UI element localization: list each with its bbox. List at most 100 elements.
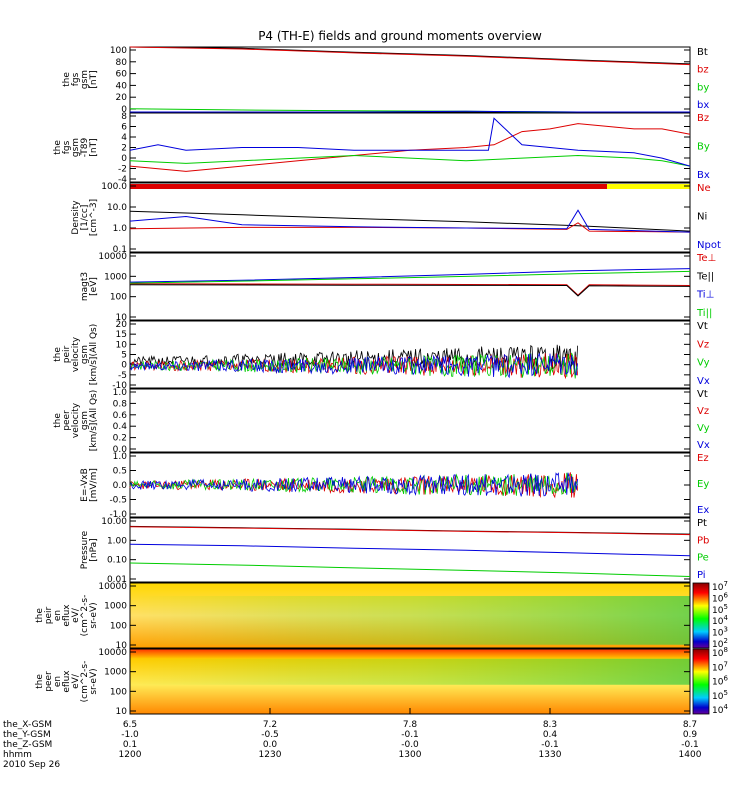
panel-frame-fgs (129, 46, 691, 113)
colorbar-label-base: 10 (712, 649, 724, 659)
y-tick-label: -2 (118, 165, 127, 175)
y-tick-label: 0.2 (113, 434, 127, 444)
y-axis-label-line: [km/s](All Qs) (89, 390, 99, 452)
x-axis-row-label: the_Z-GSM (3, 740, 52, 750)
x-tick-label: 1200 (119, 750, 142, 760)
y-axis-label-line: the (35, 608, 45, 623)
colorbar-label: 108 (712, 646, 728, 659)
series-line-temperature-0 (129, 283, 691, 296)
legend-entry: Vz (697, 339, 709, 350)
y-axis-label-line: gsm (80, 345, 90, 364)
y-axis-label-line: [nT] (89, 138, 99, 156)
y-tick-label: -10 (112, 381, 127, 391)
y-axis-label-pressure: Pressure [nPa] (80, 530, 99, 569)
colorbar-label: 107 (712, 660, 728, 673)
y-tick-label: -1.0 (109, 510, 127, 520)
x-tick-label: -0.0 (401, 740, 419, 750)
y-axis-label-line: [cm^-3] (89, 199, 99, 236)
panel-density: 100.0 10.0 1.0 0.1 Density [1/cc] [cm^-3] Ne Ni N… (71, 182, 721, 255)
x-tick-label: 7.8 (403, 720, 418, 730)
colorbar-peer_spec (692, 648, 710, 715)
colorbar-label: 104 (712, 614, 728, 627)
panel-efield: 1.0 0.5 0.0 -0.5 -1.0 E=-VxB [mV/m] Ez Ey Ex (80, 452, 709, 520)
x-tick-label: 8.7 (683, 720, 697, 730)
legend-entry: Te|| (696, 271, 714, 282)
y-tick-label: 1000 (104, 272, 127, 282)
series-line-fgs_t89-2 (129, 117, 691, 167)
y-axis-label-temperature: magt3 [eV] (80, 272, 99, 301)
legend-entry: Ez (697, 453, 709, 464)
y-axis-label-fgs_t89: the fgs gsm -T89 [nT] (53, 138, 99, 158)
y-tick-label: 20 (116, 320, 128, 330)
y-tick-label: -4 (118, 175, 127, 185)
legend-entry: Vy (697, 358, 710, 369)
legend-entry: Ti|| (696, 308, 712, 319)
panel-frame-fgs_t89 (129, 112, 691, 183)
panel-frame-efield (129, 452, 691, 518)
colorbar-label-base: 10 (712, 583, 724, 593)
colorbar-label-exp: 6 (723, 591, 728, 599)
series-line-efield-2 (129, 472, 578, 497)
x-axis-row-label: hhmm (3, 750, 32, 760)
legend-entry: Pb (697, 535, 709, 546)
legend-entry: Ti⊥ (696, 290, 714, 301)
y-tick-label: 1.0 (113, 224, 128, 234)
y-axis-label-line: (cm^2-s- (80, 661, 90, 703)
x-axis-row-label: the_X-GSM (3, 720, 52, 730)
colorbar-label-exp: 7 (723, 580, 727, 588)
legend-entry: by (697, 82, 709, 93)
y-axis-label-line: gsm (71, 138, 81, 157)
colorbar-label: 107 (712, 580, 728, 593)
legend-entry: Npot (697, 240, 721, 251)
panel-temperature: 10000 1000 100 10 magt3 [eV] Te⊥ Te|| Ti⊥ Ti|| (80, 252, 716, 323)
panel-frame-temperature (129, 252, 691, 321)
panel-frame-peer_velocity (129, 388, 691, 453)
y-axis-label-line: sr-eV) (89, 668, 99, 694)
colorbar-label: 106 (712, 675, 728, 688)
legend-entry: bz (697, 65, 709, 76)
y-tick-label: 100 (110, 687, 127, 697)
y-axis-label-line: the (53, 347, 63, 362)
y-axis-label-peer_velocity: the peer velocity gsm [km/s](All Qs) (53, 390, 99, 452)
y-tick-label: 1000 (104, 602, 127, 612)
y-tick-label: 1.0 (113, 452, 128, 462)
series-line-pressure-1 (129, 526, 691, 536)
colorbar-label: 102 (712, 637, 728, 650)
series-line-fgs-0 (129, 46, 691, 65)
spectrogram-band-peir_spec (130, 596, 690, 645)
series-line-peir_velocity-3 (129, 352, 578, 379)
colorbar-peir_spec (692, 582, 710, 649)
y-tick-label: 0.0 (113, 445, 128, 455)
x-tick-label: 8.3 (543, 720, 557, 730)
panel-frame-peir_spec (129, 582, 691, 649)
y-axis-label-line: velocity (71, 336, 81, 372)
legend-entry: Vt (697, 389, 708, 400)
legend-entry: bx (697, 100, 709, 111)
x-tick-label: 1330 (539, 750, 562, 760)
y-axis-label-line: fgs (62, 140, 72, 154)
y-axis-label-line: the (53, 140, 63, 155)
y-axis-label-line: eflux (62, 670, 72, 693)
y-axis-label-line: en (53, 610, 63, 621)
x-axis-row-label: the_Y-GSM (3, 730, 51, 740)
y-tick-label: 4 (121, 133, 127, 143)
colorbar-label-base: 10 (712, 640, 724, 650)
x-tick-label: 1300 (399, 750, 422, 760)
series-line-pressure-3 (129, 562, 691, 577)
colorbar-label: 103 (712, 626, 728, 639)
colorbar-label-base: 10 (712, 706, 724, 716)
y-axis-label-peir_velocity: the peir velocity gsm [km/s](All Qs) (53, 324, 99, 386)
y-tick-label: 80 (116, 58, 128, 68)
x-tick-label: 0.1 (123, 740, 137, 750)
y-tick-label: 10000 (98, 648, 127, 658)
colorbar-label-base: 10 (712, 606, 724, 616)
y-tick-label: 0.5 (113, 467, 127, 477)
y-tick-label: 0 (121, 154, 127, 164)
y-tick-label: 20 (116, 93, 128, 103)
y-axis-label-line: E=-VxB (80, 468, 90, 502)
colorbar-label: 105 (712, 689, 728, 702)
x-tick-label: 1230 (259, 750, 282, 760)
